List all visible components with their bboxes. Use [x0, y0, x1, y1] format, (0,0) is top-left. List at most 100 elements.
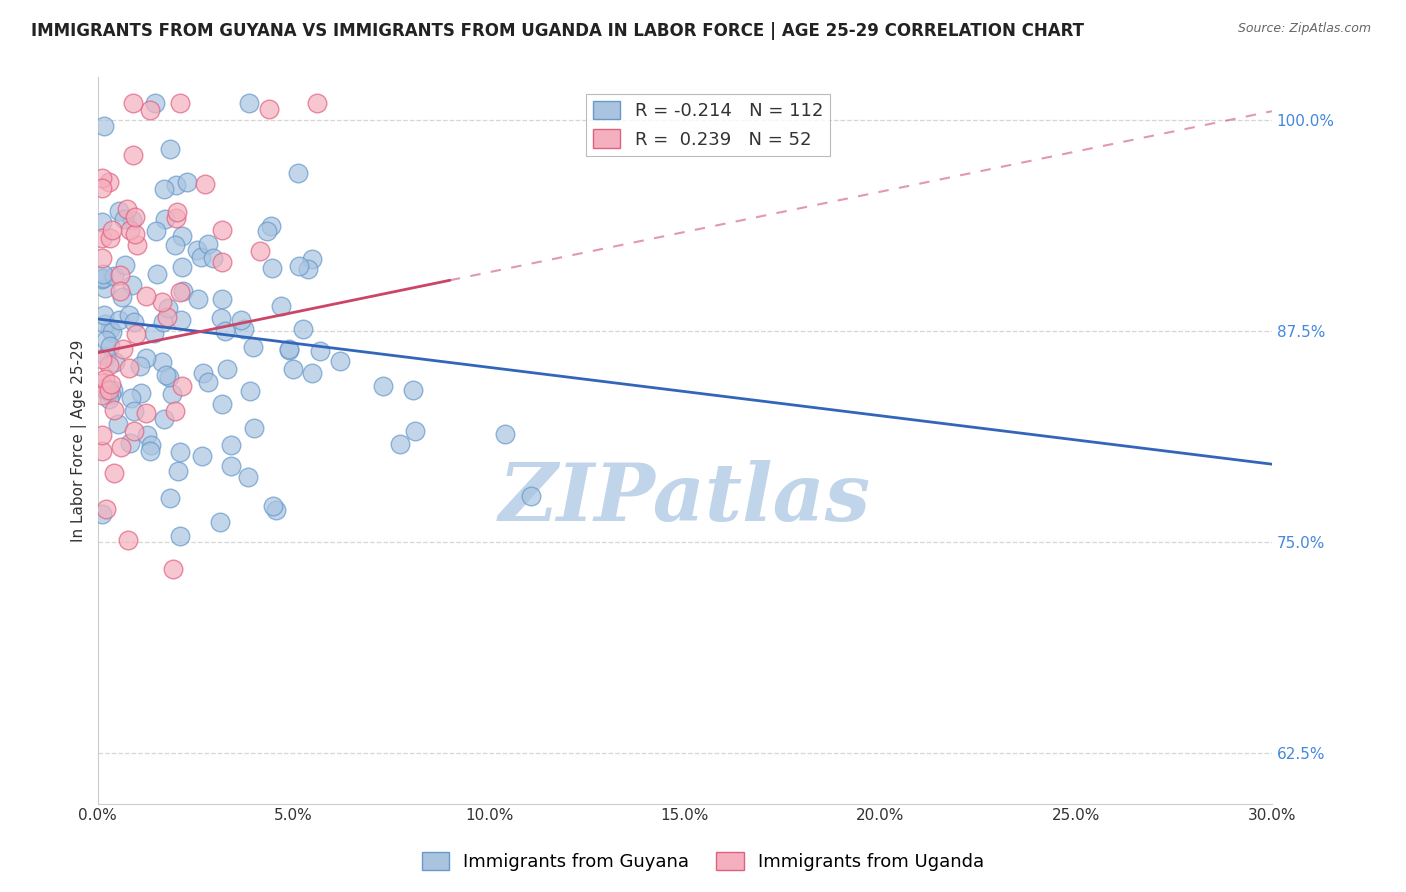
- Point: [122, 403, 145, 417]
- Point: [402, 383, 425, 397]
- Point: [165, 404, 187, 418]
- Point: [103, 269, 125, 284]
- Point: [104, 355, 127, 369]
- Point: [297, 261, 319, 276]
- Point: [93, 318, 115, 332]
- Point: [211, 292, 233, 306]
- Point: [90, 272, 112, 286]
- Point: [197, 375, 219, 389]
- Point: [139, 103, 162, 118]
- Point: [100, 377, 122, 392]
- Point: [278, 343, 301, 358]
- Point: [172, 379, 194, 393]
- Point: [139, 444, 162, 458]
- Point: [191, 449, 214, 463]
- Legend: Immigrants from Guyana, Immigrants from Uganda: Immigrants from Guyana, Immigrants from …: [415, 845, 991, 879]
- Point: [98, 322, 121, 336]
- Point: [96, 333, 118, 347]
- Point: [260, 260, 283, 275]
- Point: [150, 294, 173, 309]
- Point: [170, 313, 193, 327]
- Point: [202, 251, 225, 265]
- Text: Source: ZipAtlas.com: Source: ZipAtlas.com: [1237, 22, 1371, 36]
- Point: [110, 440, 132, 454]
- Point: [159, 142, 181, 156]
- Point: [249, 244, 271, 258]
- Point: [91, 267, 114, 281]
- Point: [91, 231, 114, 245]
- Point: [120, 435, 142, 450]
- Point: [176, 175, 198, 189]
- Point: [107, 417, 129, 431]
- Point: [124, 227, 146, 242]
- Point: [94, 372, 117, 386]
- Point: [91, 388, 114, 402]
- Point: [98, 339, 121, 353]
- Point: [94, 383, 117, 397]
- Point: [211, 397, 233, 411]
- Point: [101, 384, 124, 398]
- Point: [91, 170, 114, 185]
- Point: [287, 166, 309, 180]
- Point: [262, 500, 284, 514]
- Point: [97, 392, 120, 406]
- Point: [169, 444, 191, 458]
- Point: [167, 464, 190, 478]
- Point: [388, 436, 411, 450]
- Point: [145, 224, 167, 238]
- Point: [90, 444, 112, 458]
- Text: ZIPatlas: ZIPatlas: [499, 460, 870, 537]
- Point: [108, 204, 131, 219]
- Point: [243, 421, 266, 435]
- Point: [256, 224, 278, 238]
- Point: [166, 211, 188, 226]
- Point: [93, 281, 115, 295]
- Point: [157, 301, 180, 315]
- Point: [98, 175, 121, 189]
- Point: [97, 358, 120, 372]
- Point: [124, 425, 146, 439]
- Point: [135, 289, 157, 303]
- Point: [114, 258, 136, 272]
- Point: [94, 384, 117, 398]
- Point: [90, 215, 112, 229]
- Point: [208, 515, 231, 529]
- Point: [90, 251, 112, 265]
- Point: [108, 284, 131, 298]
- Point: [112, 211, 135, 226]
- Point: [281, 361, 304, 376]
- Point: [221, 458, 243, 473]
- Point: [288, 260, 311, 274]
- Point: [211, 223, 233, 237]
- Point: [191, 366, 214, 380]
- Point: [139, 438, 162, 452]
- Point: [115, 202, 138, 216]
- Point: [136, 428, 159, 442]
- Point: [329, 353, 352, 368]
- Point: [118, 308, 141, 322]
- Point: [90, 376, 112, 390]
- Y-axis label: In Labor Force | Age 25-29: In Labor Force | Age 25-29: [72, 339, 87, 541]
- Point: [214, 324, 236, 338]
- Point: [257, 102, 280, 116]
- Point: [194, 177, 217, 191]
- Point: [111, 342, 134, 356]
- Point: [103, 402, 125, 417]
- Point: [494, 426, 516, 441]
- Point: [233, 321, 256, 335]
- Point: [404, 425, 426, 439]
- Point: [172, 260, 194, 274]
- Point: [242, 340, 264, 354]
- Point: [309, 343, 332, 358]
- Point: [90, 507, 112, 521]
- Point: [301, 252, 323, 266]
- Point: [103, 466, 125, 480]
- Point: [264, 503, 287, 517]
- Point: [169, 95, 191, 110]
- Point: [153, 411, 176, 425]
- Point: [135, 406, 157, 420]
- Point: [100, 325, 122, 339]
- Legend: R = -0.214   N = 112, R =  0.239   N = 52: R = -0.214 N = 112, R = 0.239 N = 52: [586, 94, 831, 156]
- Point: [146, 267, 169, 281]
- Point: [162, 561, 184, 575]
